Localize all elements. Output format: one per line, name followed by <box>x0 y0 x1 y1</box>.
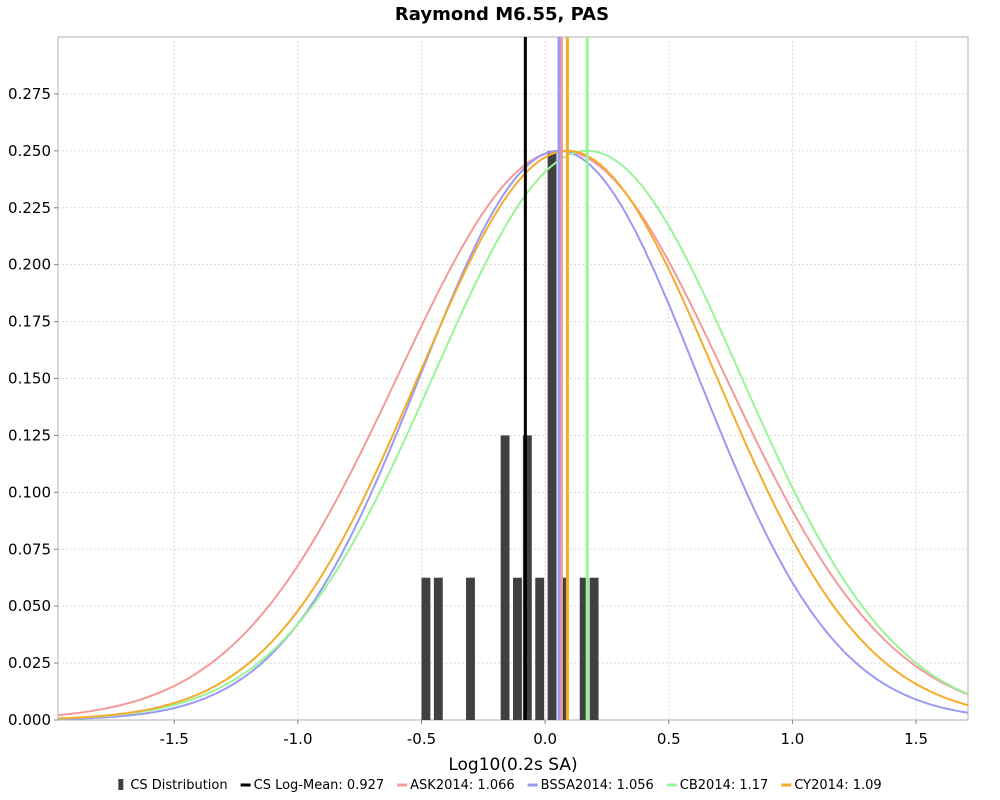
x-tick-label: -1.0 <box>283 730 312 748</box>
grid <box>58 37 968 720</box>
legend-label: ASK2014: 1.066 <box>410 778 514 793</box>
y-tick-label: 0.000 <box>8 711 51 729</box>
legend-swatch-bar <box>118 779 124 790</box>
y-tick-label: 0.150 <box>8 370 51 388</box>
x-tick-label: 0.0 <box>533 730 557 748</box>
legend-label: CS Distribution <box>130 778 227 793</box>
chart-title: Raymond M6.55, PAS <box>395 4 609 25</box>
x-tick-label: 0.5 <box>657 730 681 748</box>
histogram-bar <box>579 577 589 720</box>
histogram-bar <box>547 150 557 721</box>
y-tick-label: 0.175 <box>8 313 51 331</box>
x-tick-label: -0.5 <box>407 730 436 748</box>
gmpe-curves <box>57 149 969 721</box>
y-tick-label: 0.125 <box>8 426 51 444</box>
y-tick-label: 0.100 <box>8 483 51 501</box>
y-tick-label: 0.275 <box>8 85 51 103</box>
y-tick-label: 0.200 <box>8 256 51 274</box>
x-tick-label: 1.5 <box>904 730 928 748</box>
y-tick-label: 0.225 <box>8 199 51 217</box>
histogram-bar <box>535 577 545 720</box>
y-tick-label: 0.025 <box>8 654 51 672</box>
legend-label: BSSA2014: 1.056 <box>541 778 654 793</box>
histogram-bar <box>589 577 599 720</box>
x-tick-label: 1.0 <box>780 730 804 748</box>
axis-ticks: 0.000 0.025 0.050 0.075 0.100 0.125 0.150 0.175… <box>8 85 928 748</box>
x-axis-label: Log10(0.2s SA) <box>448 755 577 775</box>
mean-lines <box>523 37 589 720</box>
histogram-bar <box>500 435 510 720</box>
y-tick-label: 0.050 <box>8 597 51 615</box>
histogram-bar <box>466 577 475 720</box>
normal-curve <box>57 149 969 717</box>
legend-label: CY2014: 1.09 <box>794 778 881 793</box>
normal-curve <box>57 149 969 720</box>
legend-label: CB2014: 1.17 <box>680 778 769 793</box>
normal-curve <box>57 149 969 720</box>
histogram-bar <box>433 577 443 720</box>
cs-distribution-bars <box>421 150 599 721</box>
legend-label: CS Log-Mean: 0.927 <box>254 778 385 793</box>
x-tick-label: -1.5 <box>160 730 189 748</box>
histogram-bar <box>522 435 532 720</box>
y-tick-label: 0.250 <box>8 142 51 160</box>
histogram-bar <box>421 577 431 720</box>
normal-curve <box>57 149 969 721</box>
histogram-bar <box>513 577 522 720</box>
y-tick-label: 0.075 <box>8 540 51 558</box>
legend: CS Distribution CS Log-Mean: 0.927 ASK2014… <box>118 778 882 793</box>
